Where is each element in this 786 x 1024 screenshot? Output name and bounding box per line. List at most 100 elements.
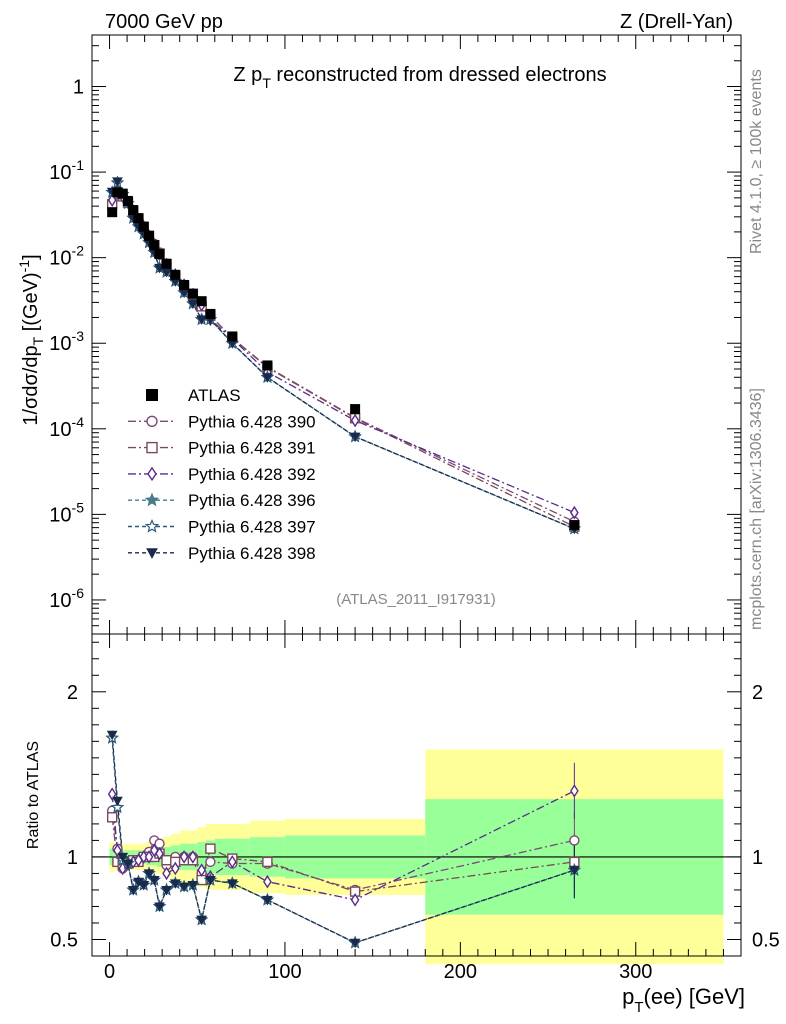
legend-label-5: Pythia 6.428 398 [188, 544, 316, 563]
ratio-y-tick-label-left: 2 [67, 682, 78, 704]
legend-marker-1 [146, 441, 158, 454]
ratio-series-1-point [205, 843, 216, 854]
legend-label-4: Pythia 6.428 397 [188, 518, 316, 537]
ratio-series-1-point [262, 856, 273, 868]
side-label-top: Rivet 4.1.0, ≥ 100k events [748, 69, 765, 254]
atlas-data-point [569, 520, 580, 531]
main-y-tick-label: 10-6 [49, 585, 84, 612]
atlas-data-point [107, 207, 118, 218]
main-y-tick-label: 10-5 [49, 499, 84, 526]
atlas-data-point [227, 331, 238, 342]
ratio-y-tick-label-right: 0.5 [752, 929, 780, 951]
tick-base: 10 [49, 333, 71, 355]
atlas-data-point [144, 230, 155, 241]
ratio-series-1-point [161, 855, 172, 866]
main-y-tick-label: 10-3 [49, 328, 84, 355]
main-y-tick-label: 10-2 [49, 243, 84, 270]
main-y-tick-label: 10-1 [49, 157, 84, 184]
main-series-line-3 [111, 181, 575, 530]
ratio-series-5-point [127, 885, 139, 896]
atlas-data-point [262, 360, 273, 371]
legend-label-1: Pythia 6.428 391 [188, 439, 316, 458]
tick-base: 10 [49, 419, 71, 441]
legend-marker-5 [146, 548, 158, 559]
main-title: Z pT reconstructed from dressed electron… [233, 64, 606, 91]
ylabel-sub: T [30, 336, 46, 345]
main-series-line-5 [111, 179, 575, 530]
atlas-data-point [161, 258, 172, 269]
legend-marker-2 [147, 466, 157, 482]
ratio-y-axis-label: Ratio to ATLAS [25, 741, 42, 849]
ratio-series-5-point [262, 895, 273, 906]
xlabel-p: p [622, 984, 634, 1009]
ratio-series-0-point [569, 835, 580, 846]
header-left: 7000 GeV pp [105, 11, 223, 33]
tick-exp: -5 [72, 499, 85, 515]
main-title-rest: reconstructed from dressed electrons [271, 64, 607, 86]
ratio-series-5-point [122, 859, 134, 870]
atlas-data-point [154, 249, 165, 260]
ratio-series-2-point [350, 893, 360, 907]
atlas-data-point [128, 205, 139, 216]
ratio-series-5-point [117, 852, 129, 863]
main-y-tick-label: 1 [73, 77, 84, 99]
main-series-2-point [570, 505, 579, 520]
ratio-series-5-point [161, 885, 172, 896]
ylabel-sup: -1 [16, 260, 32, 273]
x-tick-label: 300 [619, 961, 652, 983]
xlabel-sub: T [634, 999, 643, 1016]
tick-exp: -1 [72, 157, 85, 173]
tick-exp: -2 [72, 243, 85, 259]
tick-exp: -4 [72, 414, 85, 430]
legend-label-3: Pythia 6.428 396 [188, 491, 316, 510]
atlas-data-point [122, 195, 133, 206]
ratio-frame [91, 633, 742, 957]
atlas-data-point [112, 187, 123, 198]
ratio-series-5-point [169, 879, 181, 889]
ratio-series-2-point [155, 846, 164, 861]
main-title-z: Z p [233, 64, 262, 86]
x-tick-label: 200 [444, 961, 477, 983]
ratio-series-5-point [349, 938, 361, 949]
ylabel-part2: [(GeV) [20, 272, 42, 336]
atlas-data-point [133, 213, 144, 224]
ratio-series-2-point [570, 784, 579, 798]
atlas-data-point [205, 308, 216, 319]
legend: ATLAS Pythia 6.428 390 Pythia 6.428 391 Pyt… [128, 386, 316, 563]
x-tick-label: 100 [268, 961, 301, 983]
ylabel-part1: 1/σdσ/dp [20, 345, 42, 425]
tick-exp: -3 [72, 328, 85, 344]
main-series-line-4 [111, 181, 575, 530]
ratio-series-2-point [227, 855, 237, 869]
tick-exp: -6 [72, 585, 85, 601]
ratio-series-5-point [196, 915, 207, 926]
ratio-series-5-point [106, 730, 118, 741]
ratio-y-tick-label-left: 0.5 [50, 929, 78, 951]
ratio-series-2-point [188, 850, 198, 864]
atlas-data-point [179, 279, 190, 290]
x-tick-label: 0 [104, 961, 115, 983]
ratio-series-4-point [110, 800, 125, 814]
main-panel: 10-610-510-410-310-210-11 Z pT reconstru… [16, 34, 742, 635]
ratio-series-5-point [143, 869, 155, 879]
ratio-y-tick-label-right: 1 [752, 847, 763, 869]
ylabel-part3: ] [20, 254, 42, 260]
main-series-5-point [187, 299, 199, 310]
ratio-series-2-point [170, 861, 180, 876]
main-y-tick-label: 10-4 [49, 414, 84, 441]
ratio-series-2-point [197, 863, 206, 877]
ratio-y-tick-label-left: 1 [67, 847, 78, 869]
main-series-5-point [112, 177, 123, 187]
ratio-series-5-point [138, 880, 150, 891]
ratio-series-2-point [162, 866, 171, 881]
ratio-series-5-point [148, 876, 160, 886]
tick-base: 10 [49, 504, 71, 526]
ratio-series-2-point [179, 850, 189, 864]
legend-marker-4 [144, 518, 160, 533]
main-series-2-point [350, 413, 360, 428]
main-series-2-point [107, 193, 117, 207]
tick-base: 10 [49, 248, 71, 270]
header-right: Z (Drell-Yan) [620, 11, 733, 33]
ratio-series-5-point [226, 879, 238, 889]
